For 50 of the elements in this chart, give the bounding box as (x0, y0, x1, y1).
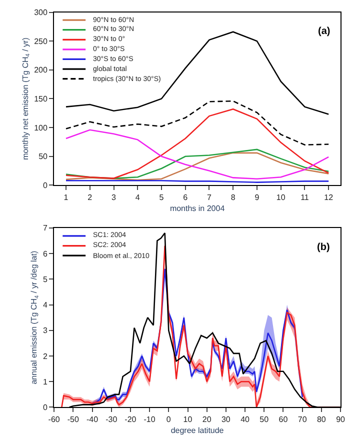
y-tick-label: 100 (34, 123, 48, 132)
x-tick-label: 60 (278, 414, 288, 424)
y-tick-label: 0 (43, 181, 48, 190)
x-tick-label: 2 (88, 192, 93, 202)
y-tick-label: 250 (34, 36, 48, 46)
y-tick-label: 0 (43, 403, 48, 412)
y-tick-label: 150 (34, 94, 48, 104)
annotation: (a) (318, 26, 330, 37)
x-tick-label: 8 (230, 192, 236, 202)
x-tick-label: 40 (240, 414, 250, 424)
x-axis-title: months in 2004 (170, 204, 226, 213)
x-tick-label: 80 (316, 414, 326, 424)
y-tick-label: 2 (43, 352, 48, 361)
x-tick-label: -60 (48, 414, 60, 424)
x-tick-label: 30 (221, 414, 231, 424)
x-tick-label: -50 (67, 414, 80, 424)
x-axis-title: degree latitude (170, 426, 224, 435)
y-tick-label: 7 (43, 224, 48, 233)
line-series (65, 129, 330, 180)
x-tick-label: -20 (124, 414, 137, 424)
y-tick-label: 4 (43, 300, 48, 310)
x-tick-label: 7 (207, 192, 212, 202)
x-tick-label: 20 (202, 414, 212, 424)
x-tick-label: 1 (64, 192, 69, 202)
x-tick-label: 11 (300, 192, 310, 202)
x-tick-label: 5 (159, 192, 164, 202)
x-tick-label: 6 (183, 192, 188, 202)
line-series (65, 100, 330, 146)
x-tick-label: 50 (260, 414, 270, 424)
x-tick-label: -40 (86, 414, 99, 424)
annotation: (b) (317, 242, 330, 253)
x-tick-label: 90 (336, 414, 346, 424)
y-tick-label: 50 (38, 152, 48, 162)
y-tick-label: 300 (34, 8, 48, 18)
y-tick-label: 3 (43, 326, 48, 336)
x-tick-label: -30 (106, 414, 118, 424)
x-tick-label: 10 (276, 192, 286, 202)
line-series (65, 108, 330, 179)
y-tick-label: 200 (34, 66, 48, 75)
x-tick-label: -10 (144, 414, 156, 424)
y-tick-label: 5 (43, 274, 48, 284)
y-tick-label: 1 (43, 377, 48, 386)
x-tick-label: 10 (183, 414, 193, 424)
y-tick-label: 6 (43, 249, 48, 258)
x-tick-label: 3 (112, 192, 117, 202)
x-tick-label: 4 (135, 192, 140, 202)
x-tick-label: 70 (298, 414, 308, 424)
x-tick-label: 12 (324, 192, 334, 202)
x-tick-label: 9 (254, 192, 260, 202)
x-tick-label: 0 (166, 414, 172, 424)
